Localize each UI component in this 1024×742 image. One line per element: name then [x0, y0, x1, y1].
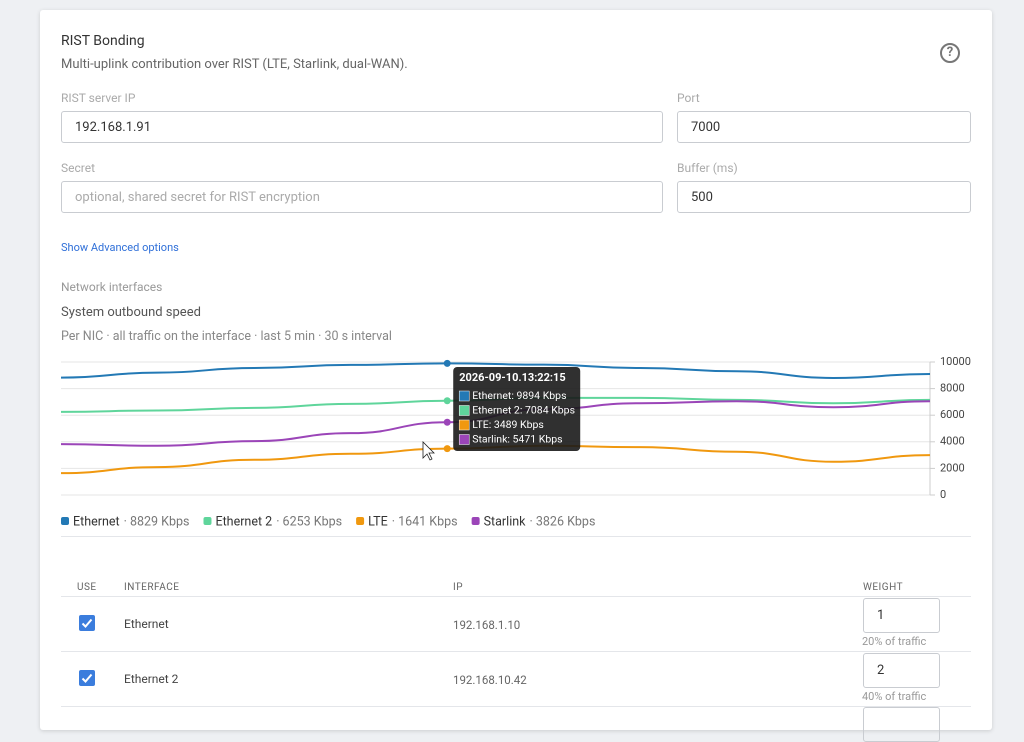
column-header: WEIGHT: [863, 582, 904, 593]
legend-value: · 6253 Kbps: [276, 514, 342, 529]
hover-point: [443, 359, 451, 367]
column-header: INTERFACE: [124, 582, 180, 593]
section-label: Network interfaces: [61, 280, 163, 294]
row-divider: [61, 706, 971, 707]
row-divider: [61, 596, 971, 597]
check-mark: [81, 618, 93, 628]
checkbox[interactable]: [79, 615, 95, 631]
field-label: Buffer (ms): [677, 161, 738, 175]
help-icon[interactable]: ?: [940, 43, 960, 63]
legend-value: · 3826 Kbps: [530, 514, 596, 529]
chart-subtitle: Per NIC · all traffic on the interface ·…: [61, 329, 392, 344]
tooltip-title: 2026-09-10.13:22:15: [459, 371, 565, 384]
series-line: [60, 362, 931, 379]
row-divider: [61, 651, 971, 652]
y-tick-label: 2000: [940, 461, 965, 474]
secret-input[interactable]: optional, shared secret for RIST encrypt…: [61, 181, 663, 213]
weight-input[interactable]: 2: [863, 653, 940, 688]
tooltip-line: Ethernet: 9894 Kbps: [472, 389, 566, 402]
port-input[interactable]: 7000: [677, 111, 971, 143]
column-header: USE: [77, 582, 97, 593]
card-title: RIST Bonding: [61, 33, 145, 49]
legend-name: Ethernet 2: [215, 514, 272, 529]
tooltip-box: [453, 367, 581, 451]
tooltip-swatch: [458, 419, 470, 431]
advanced-link[interactable]: Show Advanced options: [61, 241, 179, 254]
server-ip-input[interactable]: 192.168.1.91: [61, 111, 663, 143]
interface-name: Ethernet 2: [124, 672, 179, 686]
tooltip-swatch: [458, 390, 470, 402]
card: RIST Bonding Multi-uplink contribution o…: [40, 10, 992, 742]
hover-point: [443, 397, 451, 405]
interface-ip: 192.168.10.42: [453, 673, 527, 687]
y-tick-label: 0: [940, 488, 946, 501]
divider: [61, 536, 971, 537]
tooltip-line: Starlink: 5471 Kbps: [472, 432, 562, 445]
field-label: Port: [677, 91, 700, 105]
page-body: {"header": {"title": "RIST Bonding", "su…: [40, 10, 992, 742]
field-label: RIST server IP: [61, 91, 136, 105]
y-tick-label: 6000: [940, 408, 965, 421]
legend-value: · 8829 Kbps: [124, 514, 190, 529]
y-tick-label: 8000: [940, 382, 965, 395]
chart-title: System outbound speed: [61, 305, 201, 320]
hover-point: [443, 418, 451, 426]
legend-name: LTE: [368, 514, 388, 529]
field-label: Secret: [61, 161, 96, 175]
legend-value: · 1641 Kbps: [392, 514, 458, 529]
legend-swatch: [471, 517, 480, 525]
traffic-share: 40% of traffic: [862, 690, 927, 703]
weight-input[interactable]: 1: [863, 598, 940, 633]
chart: 0 2000 4000 6000 8000 10000 Ethernet · 8829 Kbp…: [60, 355, 971, 529]
y-tick-label: 10000: [940, 355, 971, 368]
checkbox[interactable]: [79, 670, 95, 686]
buffer-input[interactable]: 500: [677, 181, 971, 213]
legend-name: Ethernet: [73, 514, 120, 529]
interface-name: Ethernet: [124, 617, 169, 631]
y-tick-label: 4000: [940, 435, 965, 448]
card-subtitle: Multi-uplink contribution over RIST (LTE…: [61, 57, 408, 72]
traffic-share: 20% of traffic: [862, 635, 927, 648]
check-mark: [81, 673, 93, 683]
tooltip-swatch: [458, 434, 470, 445]
interface-ip: 192.168.1.10: [453, 618, 521, 632]
weight-input[interactable]: [863, 707, 940, 742]
page: html, body { margin: 0; padding: 0; } bo…: [40, 10, 992, 742]
tooltip-line: LTE: 3489 Kbps: [472, 418, 544, 431]
legend-swatch: [61, 517, 69, 525]
hover-point: [443, 445, 451, 453]
legend-swatch: [356, 517, 365, 525]
legend-name: Starlink: [484, 514, 527, 529]
legend-swatch: [203, 517, 212, 525]
mouse-cursor: [422, 441, 435, 461]
column-header: IP: [453, 582, 464, 593]
tooltip-swatch: [458, 405, 470, 416]
tooltip-line: Ethernet 2: 7084 Kbps: [472, 403, 575, 416]
